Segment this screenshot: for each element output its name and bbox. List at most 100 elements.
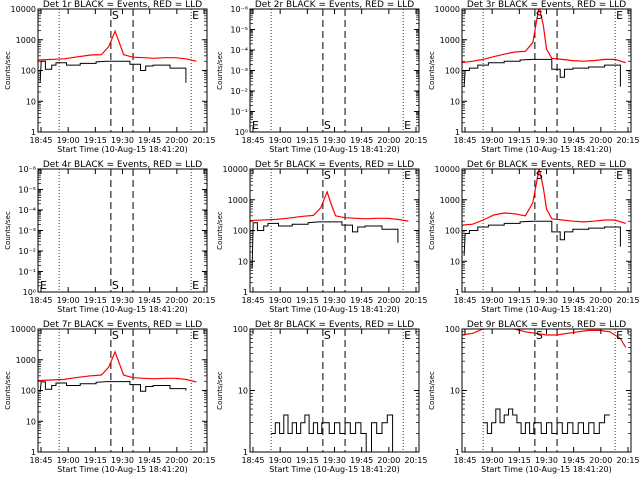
events-series-line <box>271 414 398 452</box>
y-tick-label: 100 <box>445 227 460 236</box>
lld-series-line <box>38 29 197 62</box>
x-tick-label: 20:15 <box>616 136 639 145</box>
x-tick-label: 19:30 <box>111 296 134 305</box>
x-tick-label: 19:30 <box>323 456 346 465</box>
y-tick-label: 1 <box>31 448 36 457</box>
events-series-line <box>463 58 621 87</box>
y-axis-label: Counts/sec <box>216 51 224 90</box>
start-marker-label: S <box>536 9 543 22</box>
y-tick-label: 10⁻⁵ <box>230 26 248 35</box>
end-marker-label: E <box>616 169 623 182</box>
y-tick-label: 10 <box>450 387 460 396</box>
end-marker-label: E <box>616 9 623 22</box>
plot-frame <box>249 168 420 293</box>
x-tick-label: 19:15 <box>296 136 319 145</box>
x-tick-label: 18:45 <box>241 456 264 465</box>
y-tick-label: 1000 <box>440 196 460 205</box>
x-tick-label: 20:00 <box>377 456 400 465</box>
lld-series-line <box>38 350 197 383</box>
y-tick-label: 10⁻⁴ <box>230 46 248 55</box>
y-tick-label: 100 <box>445 67 460 76</box>
end-marker-label: E <box>192 329 199 342</box>
x-axis-label: Start Time (10-Aug-15 18:41:20) <box>481 465 612 474</box>
y-tick-label: 10000 <box>223 165 248 174</box>
lld-series-line <box>462 169 626 226</box>
panel-title: Det 6r BLACK = Events, RED = LLD <box>467 160 626 170</box>
x-tick-label: 18:45 <box>453 296 476 305</box>
x-axis-label: Start Time (10-Aug-15 18:41:20) <box>269 465 400 474</box>
x-tick-label: 19:30 <box>535 456 558 465</box>
y-tick-label: 10⁰ <box>23 288 36 297</box>
x-axis-label: Start Time (10-Aug-15 18:41:20) <box>269 305 400 314</box>
y-tick-label: 10⁰ <box>235 128 248 137</box>
x-tick-label: 19:00 <box>269 296 292 305</box>
x-tick-label: 20:15 <box>404 296 427 305</box>
y-tick-label: 10⁻⁴ <box>18 206 36 215</box>
x-tick-label: 20:15 <box>616 456 639 465</box>
x-tick-label: 19:00 <box>481 296 504 305</box>
plot-frame <box>461 8 632 133</box>
x-tick-label: 19:15 <box>508 456 531 465</box>
plot-frame <box>37 328 208 453</box>
x-tick-label: 19:45 <box>562 296 585 305</box>
start-marker-label: S <box>324 169 331 182</box>
x-tick-label: 19:45 <box>138 136 161 145</box>
y-tick-label: 1 <box>455 128 460 137</box>
y-tick-label: 1000 <box>228 196 248 205</box>
lld-series-line <box>462 329 627 348</box>
events-series-line <box>251 221 399 269</box>
plot-frame <box>37 8 208 133</box>
end-marker-label: E <box>192 9 199 22</box>
x-tick-label: 19:15 <box>84 456 107 465</box>
y-tick-label: 100 <box>21 387 36 396</box>
start-marker-label: S <box>536 329 543 342</box>
x-tick-label: 19:30 <box>323 136 346 145</box>
x-tick-label: 18:45 <box>29 456 52 465</box>
x-tick-label: 20:15 <box>616 296 639 305</box>
y-tick-label: 10000 <box>435 165 460 174</box>
x-tick-label: 19:00 <box>57 456 80 465</box>
x-tick-label: 19:15 <box>296 296 319 305</box>
plot-frame <box>249 8 420 133</box>
y-tick-label: 10 <box>26 417 36 426</box>
x-tick-label: 18:45 <box>241 296 264 305</box>
x-tick-label: 19:30 <box>111 136 134 145</box>
y-tick-label: 10⁻³ <box>18 227 36 236</box>
x-tick-label: 18:45 <box>453 136 476 145</box>
y-axis-label: Counts/sec <box>4 211 12 250</box>
y-axis-label: Counts/sec <box>216 371 224 410</box>
end-marker-label: E <box>252 119 259 132</box>
y-tick-label: 10 <box>450 257 460 266</box>
y-tick-label: 10⁻² <box>18 247 36 256</box>
lld-series-line <box>462 9 626 64</box>
x-tick-label: 19:15 <box>296 456 319 465</box>
y-tick-label: 10⁻⁶ <box>18 165 36 174</box>
y-tick-label: 10⁻³ <box>230 67 248 76</box>
y-axis-label: Counts/sec <box>4 51 12 90</box>
x-tick-label: 20:00 <box>165 136 188 145</box>
y-tick-label: 100 <box>21 67 36 76</box>
start-marker-label: S <box>324 329 331 342</box>
plot-frame <box>37 168 208 293</box>
end-marker-label: E <box>404 329 411 342</box>
y-tick-label: 1000 <box>16 356 36 365</box>
start-marker-label: S <box>112 9 119 22</box>
x-axis-label: Start Time (10-Aug-15 18:41:20) <box>57 465 188 474</box>
y-tick-label: 10 <box>238 387 248 396</box>
events-series-line <box>39 60 187 83</box>
y-tick-label: 10⁻⁵ <box>18 186 36 195</box>
panel-det2: Det 2r BLACK = Events, RED = LLD S E E 10⁰ 10… <box>216 0 428 154</box>
x-tick-label: 19:00 <box>57 296 80 305</box>
panel-title: Det 8r BLACK = Events, RED = LLD <box>255 320 414 330</box>
x-tick-label: 20:15 <box>404 456 427 465</box>
x-tick-label: 18:45 <box>241 136 264 145</box>
end-marker-label: E <box>404 119 411 132</box>
y-tick-label: 1 <box>455 288 460 297</box>
x-tick-label: 20:00 <box>589 136 612 145</box>
x-axis-label: Start Time (10-Aug-15 18:41:20) <box>57 145 188 154</box>
